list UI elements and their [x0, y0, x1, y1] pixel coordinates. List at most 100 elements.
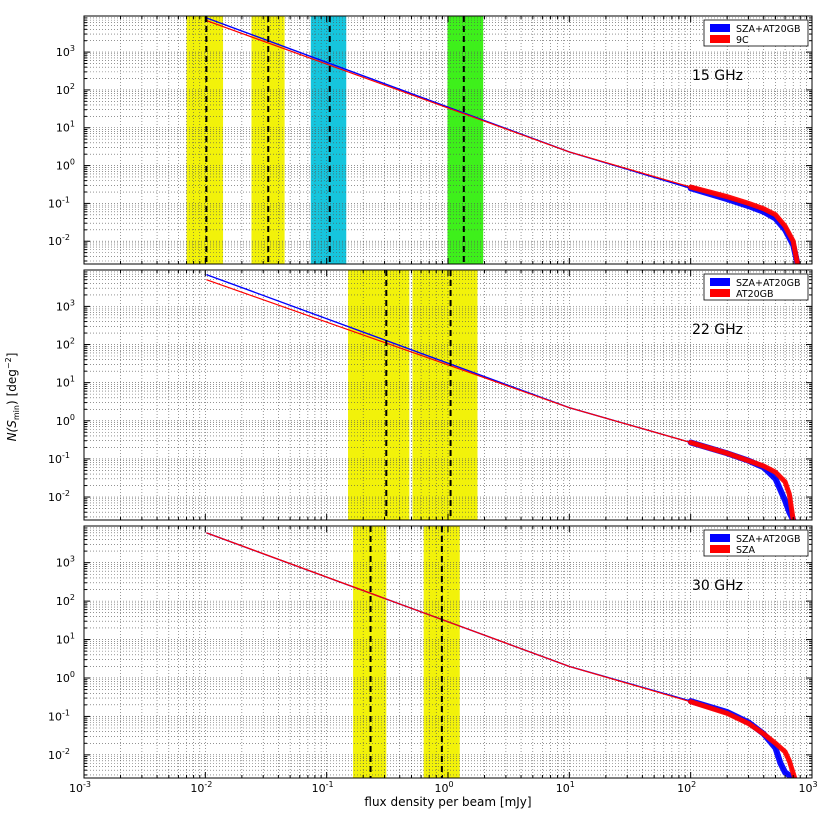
legend-swatch [710, 534, 730, 542]
legend-label: SZA [736, 545, 756, 556]
y-tick-label-exp: 1 [70, 375, 75, 384]
x-tick-label-exp: -3 [83, 780, 91, 789]
legend-swatch [710, 278, 730, 286]
panel-label: 30 GHz [692, 578, 743, 594]
band-3 [310, 16, 347, 264]
y-axis-title-sup: −2 [4, 357, 13, 369]
x-tick-label: 10-2 [190, 780, 212, 795]
y-tick-label-exp: 2 [70, 337, 75, 346]
series-9c [206, 20, 799, 264]
x-tick-label-base: 10 [556, 782, 570, 795]
band-1 [186, 16, 224, 264]
x-tick-label-base: 10 [190, 782, 204, 795]
series-sza-at20gb [206, 17, 799, 264]
x-tick-label-exp: 0 [448, 780, 453, 789]
y-tick-label-exp: 2 [70, 593, 75, 602]
x-tick-label: 10-1 [312, 780, 334, 795]
y-tick-label-base: 10 [56, 160, 70, 173]
x-tick-label-exp: 1 [570, 780, 575, 789]
y-tick-label: 103 [56, 555, 75, 570]
y-tick-label-base: 10 [56, 595, 70, 608]
y-tick-label: 102 [56, 337, 75, 352]
y-tick-label: 101 [56, 375, 75, 390]
plot-area [84, 526, 812, 778]
series-sza-at20gb [206, 532, 794, 778]
panel-label: 22 GHz [692, 322, 743, 338]
y-axis-title-unit-close: ] [5, 353, 19, 358]
legend-swatch [710, 289, 730, 297]
y-tick-label: 101 [56, 120, 75, 135]
series-at20gb [206, 279, 794, 520]
legend-label: SZA+AT20GB [736, 278, 801, 289]
series-tail-9c [688, 184, 800, 264]
y-tick-label: 102 [56, 593, 75, 608]
band-1 [348, 270, 410, 520]
y-tick-label: 10-1 [48, 451, 70, 466]
y-axis-title: N(Smin) [deg−2] [4, 353, 21, 442]
series-tail-sza [688, 699, 798, 778]
legend-label: AT20GB [736, 289, 774, 300]
series-tail-at20gb [688, 440, 796, 520]
series-sza-at20gb [206, 273, 794, 520]
legend-swatch [710, 545, 730, 553]
y-tick-label-exp: -1 [62, 708, 70, 717]
y-tick-label-base: 10 [56, 84, 70, 97]
y-tick-label-exp: 3 [70, 555, 75, 564]
y-tick-label-exp: 0 [70, 670, 75, 679]
legend-label: 9C [736, 35, 749, 46]
y-tick-label-base: 10 [56, 672, 70, 685]
x-tick-label-base: 10 [434, 782, 448, 795]
y-tick-label: 100 [56, 413, 75, 428]
band-4 [447, 16, 484, 264]
x-tick-label-base: 10 [69, 782, 83, 795]
y-tick-label-base: 10 [56, 122, 70, 135]
y-tick-label-exp: -2 [62, 489, 70, 498]
panel-label: 15 GHz [692, 68, 743, 84]
y-tick-label-base: 10 [48, 197, 62, 210]
x-tick-label: 102 [677, 780, 696, 795]
y-tick-label-base: 10 [56, 339, 70, 352]
y-tick-label-exp: 2 [70, 82, 75, 91]
plot-area [84, 270, 812, 520]
y-tick-label: 10-2 [48, 747, 70, 762]
y-tick-label-base: 10 [48, 749, 62, 762]
y-tick-label-exp: 1 [70, 632, 75, 641]
y-tick-label-exp: 0 [70, 158, 75, 167]
y-tick-label-exp: 3 [70, 44, 75, 53]
y-tick-label-exp: 1 [70, 120, 75, 129]
y-tick-label: 103 [56, 44, 75, 59]
y-tick-label-exp: -2 [62, 233, 70, 242]
y-tick-label: 102 [56, 82, 75, 97]
y-tick-label-base: 10 [48, 235, 62, 248]
x-tick-label-exp: 3 [812, 780, 817, 789]
y-tick-label-exp: 0 [70, 413, 75, 422]
x-tick-label-base: 10 [798, 782, 812, 795]
band-2 [412, 270, 478, 520]
y-tick-label-base: 10 [56, 634, 70, 647]
series-sza [206, 532, 796, 778]
y-tick-label-base: 10 [48, 710, 62, 723]
y-axis-title-sub: min [12, 405, 21, 420]
y-tick-label-base: 10 [48, 491, 62, 504]
y-tick-label-exp: 3 [70, 298, 75, 307]
y-tick-label: 10-1 [48, 195, 70, 210]
x-tick-label-base: 10 [312, 782, 326, 795]
x-tick-label-exp: 2 [691, 780, 696, 789]
y-tick-label-base: 10 [56, 557, 70, 570]
y-axis-title-unit: [deg [5, 369, 19, 396]
x-tick-label: 100 [434, 780, 453, 795]
x-axis-title: flux density per beam [mJy] [364, 795, 531, 809]
y-tick-label: 101 [56, 632, 75, 647]
y-tick-label-exp: -1 [62, 195, 70, 204]
y-tick-label: 103 [56, 298, 75, 313]
y-tick-label: 10-1 [48, 708, 70, 723]
y-tick-label-base: 10 [56, 377, 70, 390]
y-axis-title-close: ) [5, 400, 19, 405]
